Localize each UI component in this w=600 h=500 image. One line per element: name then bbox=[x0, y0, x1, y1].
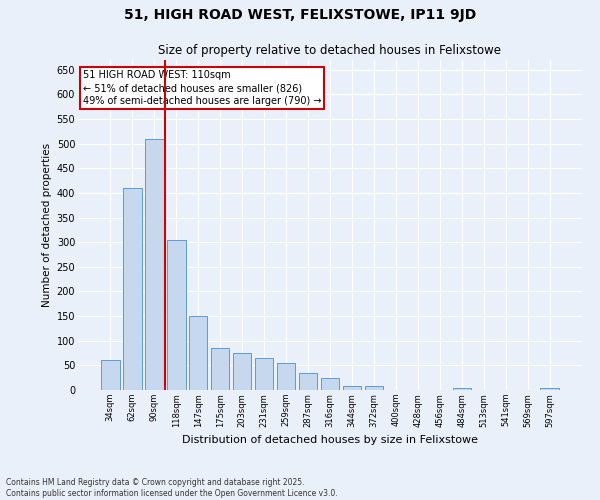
Bar bbox=[123, 188, 142, 390]
Bar bbox=[343, 386, 361, 390]
Bar bbox=[233, 353, 251, 390]
Bar bbox=[145, 139, 164, 390]
Bar bbox=[101, 360, 119, 390]
Y-axis label: Number of detached properties: Number of detached properties bbox=[43, 143, 52, 307]
Bar bbox=[277, 363, 295, 390]
Bar bbox=[320, 378, 340, 390]
Bar bbox=[299, 373, 317, 390]
Bar bbox=[211, 348, 229, 390]
Title: Size of property relative to detached houses in Felixstowe: Size of property relative to detached ho… bbox=[158, 44, 502, 58]
Bar bbox=[452, 388, 471, 390]
Bar bbox=[365, 386, 383, 390]
Bar bbox=[189, 316, 208, 390]
Text: 51 HIGH ROAD WEST: 110sqm
← 51% of detached houses are smaller (826)
49% of semi: 51 HIGH ROAD WEST: 110sqm ← 51% of detac… bbox=[83, 70, 322, 106]
Bar bbox=[541, 388, 559, 390]
Bar bbox=[255, 358, 274, 390]
X-axis label: Distribution of detached houses by size in Felixstowe: Distribution of detached houses by size … bbox=[182, 435, 478, 445]
Text: 51, HIGH ROAD WEST, FELIXSTOWE, IP11 9JD: 51, HIGH ROAD WEST, FELIXSTOWE, IP11 9JD bbox=[124, 8, 476, 22]
Bar bbox=[167, 240, 185, 390]
Text: Contains HM Land Registry data © Crown copyright and database right 2025.
Contai: Contains HM Land Registry data © Crown c… bbox=[6, 478, 338, 498]
